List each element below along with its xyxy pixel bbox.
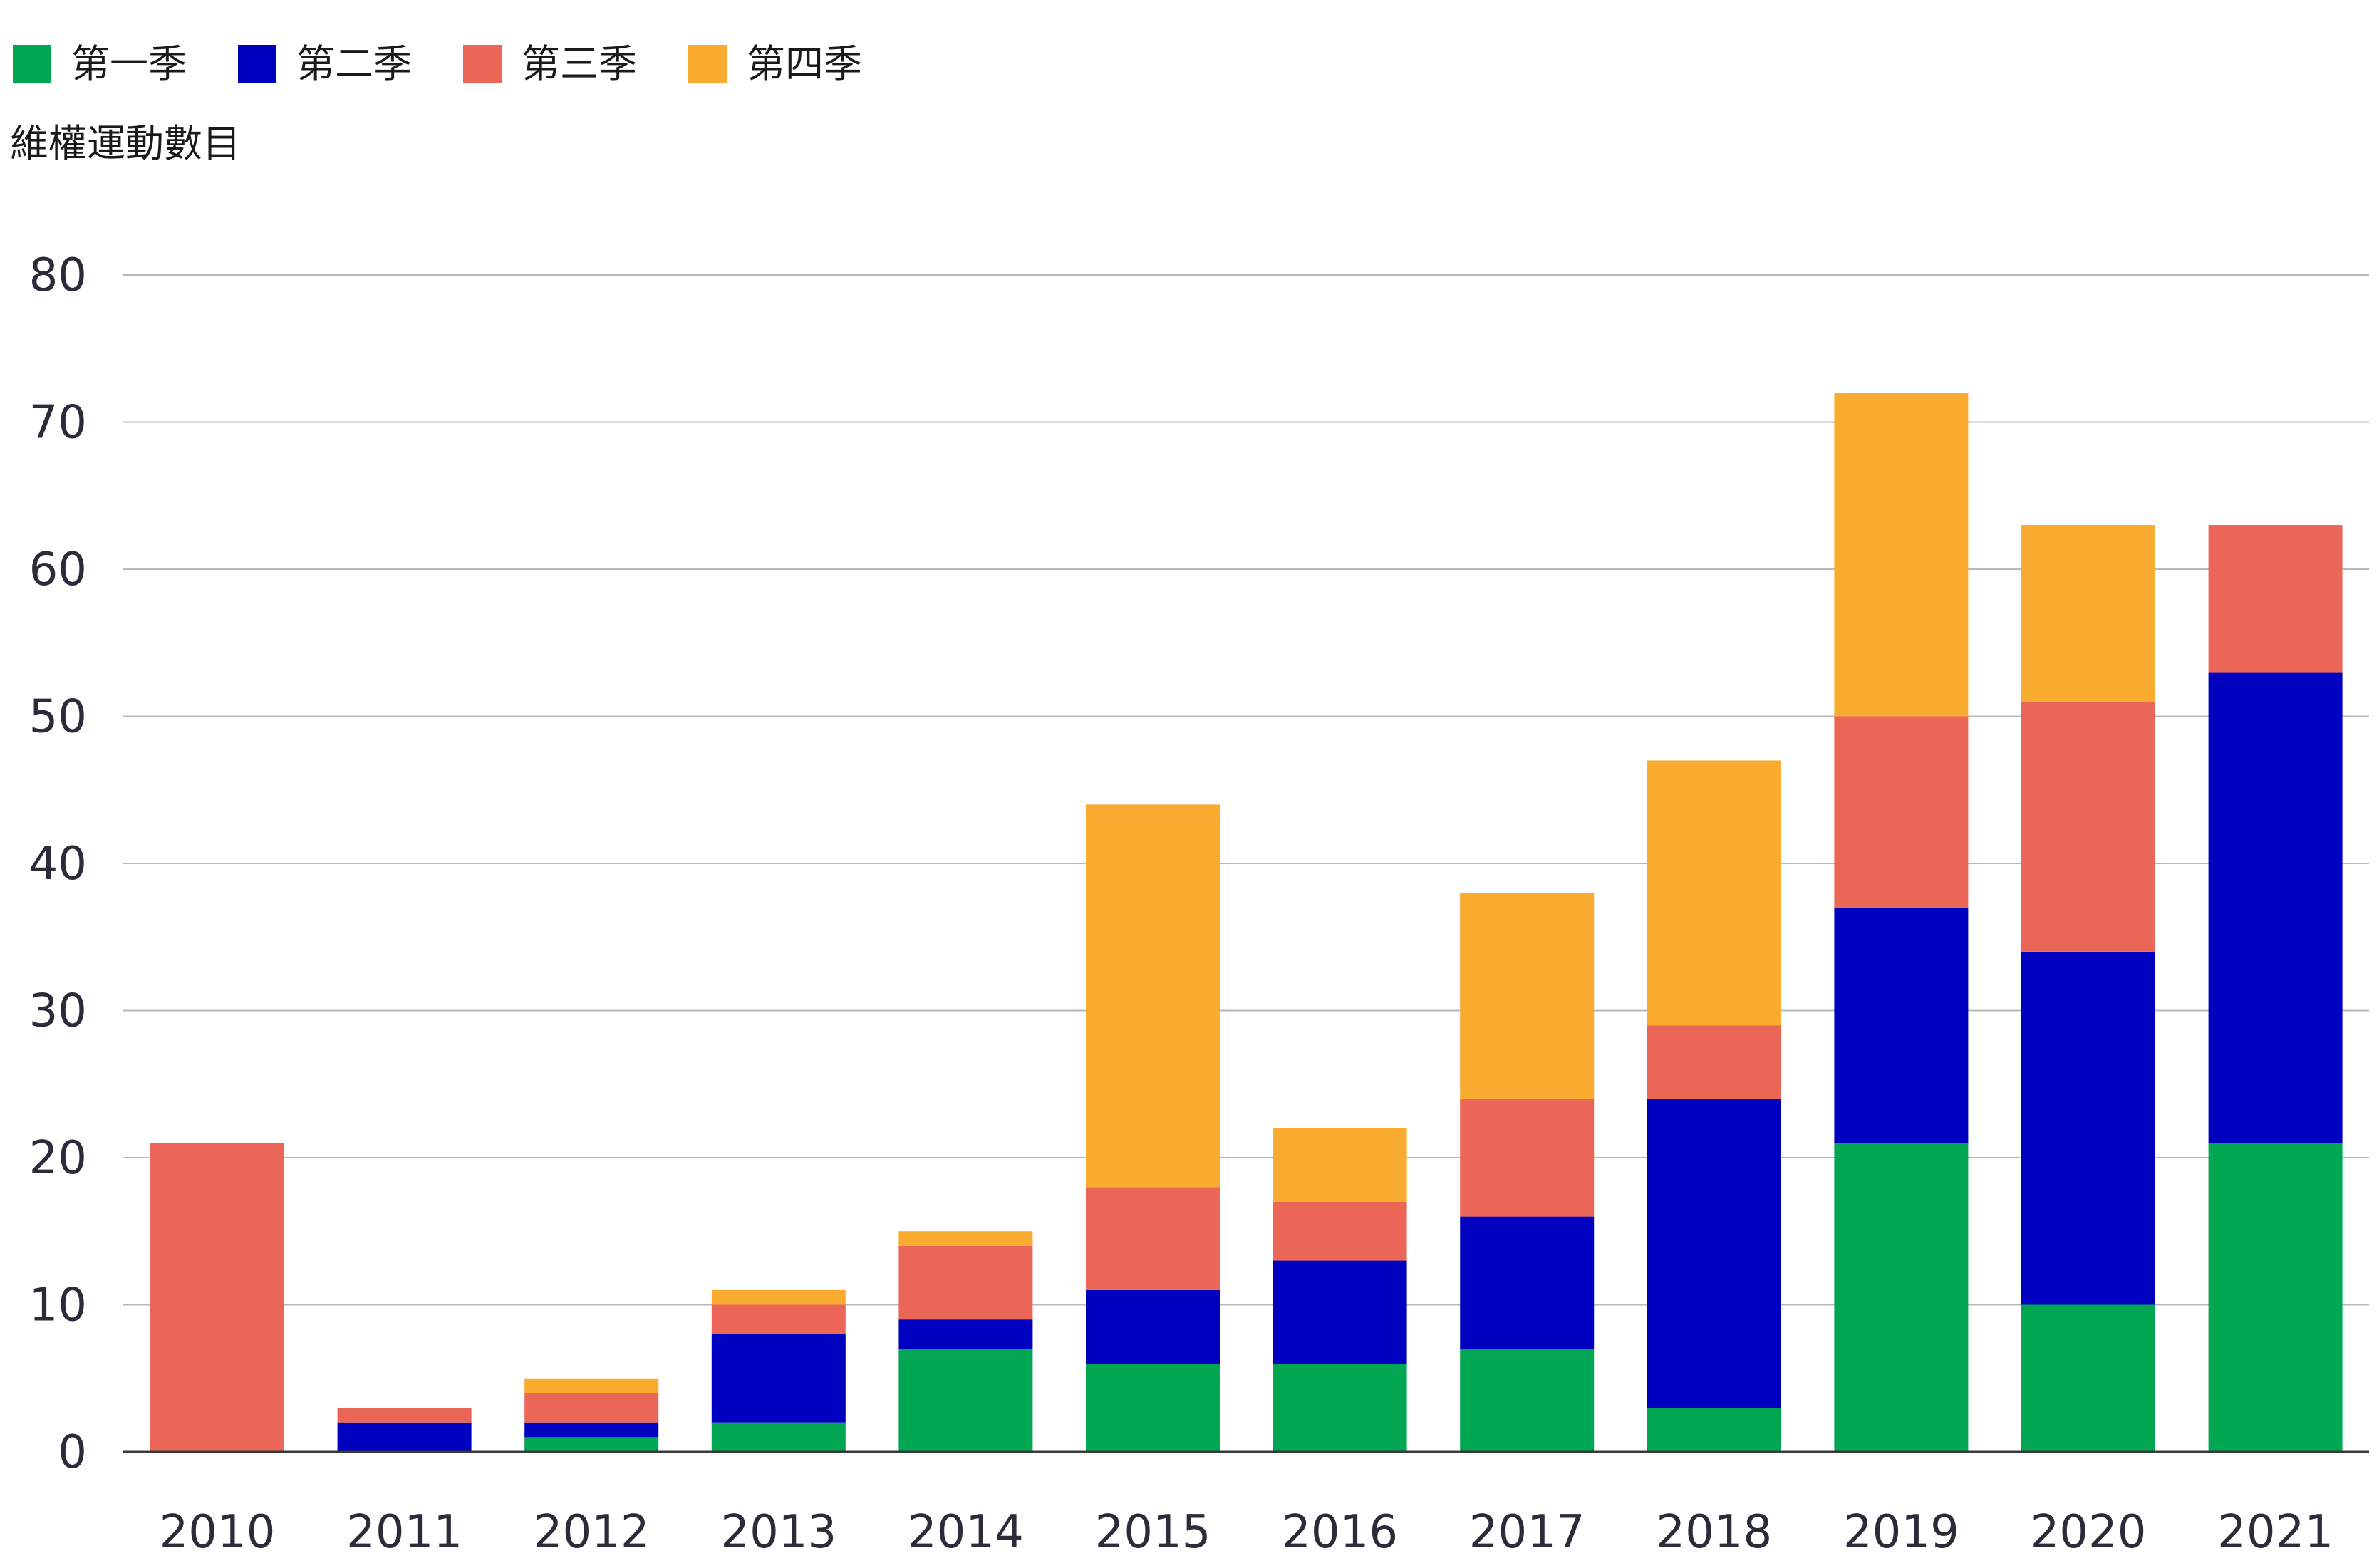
bar-segment [2208,525,2343,673]
bar-segment [1647,1099,1781,1408]
y-tick-label: 50 [29,691,87,744]
x-tick-label: 2012 [534,1506,650,1559]
bar-segment [524,1422,659,1438]
bar-segment [1834,1143,1969,1452]
y-tick-label: 30 [29,985,87,1038]
bar-segment [337,1422,472,1452]
bar-segment [1086,1364,1220,1452]
y-tick-label: 20 [29,1132,87,1185]
bar-segment [1086,1289,1220,1364]
bar-segment [150,1143,284,1452]
y-tick-label: 10 [29,1279,87,1332]
bar-segment [524,1393,659,1423]
bar-segment [2021,1304,2155,1452]
gridlines [123,274,2369,1306]
bar-segment [1834,907,1969,1143]
bar-segment [1834,393,1969,717]
bar-segment [1647,1408,1781,1452]
x-tick-label: 2016 [1282,1506,1398,1559]
y-axis-title: 維權運動數目 [10,121,241,166]
x-tick-label: 2015 [1095,1506,1211,1559]
x-tick-label: 2013 [720,1506,836,1559]
bar-segment [711,1334,846,1423]
bar-segment [2021,525,2155,702]
bar-segment [1273,1201,1407,1261]
bar-segment [1273,1260,1407,1364]
bar-segment [1460,1349,1595,1452]
legend-item-q4: 第四季 [688,45,862,83]
legend-item-q3: 第三季 [463,45,637,83]
bar-segment [2208,672,2343,1143]
tick-labels: 0 10 20 30 40 50 60 70 80 2010 2011 2012 2013 2014 201… [29,249,2333,1559]
legend-label-q4: 第四季 [747,41,862,86]
bar-segment [1647,1025,1781,1099]
y-tick-label: 0 [58,1426,87,1479]
legend-label-q1: 第一季 [71,41,187,86]
x-tick-label: 2010 [160,1506,276,1559]
legend-swatch-q1 [13,45,51,83]
bar-segment [1273,1364,1407,1452]
x-tick-label: 2020 [2031,1506,2147,1559]
x-tick-label: 2011 [346,1506,462,1559]
bar-segment [898,1349,1033,1452]
y-tick-label: 40 [29,838,87,891]
bar-segment [1460,1099,1595,1217]
bar-segment [1086,804,1220,1188]
x-tick-label: 2021 [2217,1506,2333,1559]
x-tick-label: 2018 [1656,1506,1772,1559]
bar-segment [711,1289,846,1305]
bar-segment [524,1437,659,1452]
bar-segment [898,1319,1033,1349]
x-tick-label: 2017 [1469,1506,1585,1559]
bar-segment [711,1422,846,1452]
bar-segment [1460,1216,1595,1349]
legend-swatch-q2 [238,45,276,83]
y-tick-label: 60 [29,544,87,596]
x-tick-label: 2014 [908,1506,1024,1559]
x-tick-label: 2019 [1843,1506,1959,1559]
legend: 第一季 第二季 第三季 第四季 [13,36,913,93]
bar-segment [898,1231,1033,1246]
bar-segment [2208,1143,2343,1452]
bar-segment [711,1304,846,1334]
legend-item-q1: 第一季 [13,45,187,83]
bar-segment [337,1408,472,1423]
bars [150,393,2343,1452]
y-tick-label: 80 [29,249,87,302]
legend-swatch-q3 [463,45,502,83]
bar-segment [1647,760,1781,1026]
legend-swatch-q4 [688,45,727,83]
bar-segment [2021,951,2155,1305]
legend-label-q3: 第三季 [522,41,637,86]
bar-segment [1086,1187,1220,1290]
y-tick-label: 70 [29,397,87,450]
bar-segment [898,1245,1033,1320]
bar-segment [1834,716,1969,908]
bar-segment [1460,893,1595,1099]
legend-item-q2: 第二季 [238,45,412,83]
bar-segment [2021,701,2155,952]
bar-segment [524,1378,659,1393]
bar-segment [1273,1128,1407,1202]
legend-label-q2: 第二季 [296,41,412,86]
